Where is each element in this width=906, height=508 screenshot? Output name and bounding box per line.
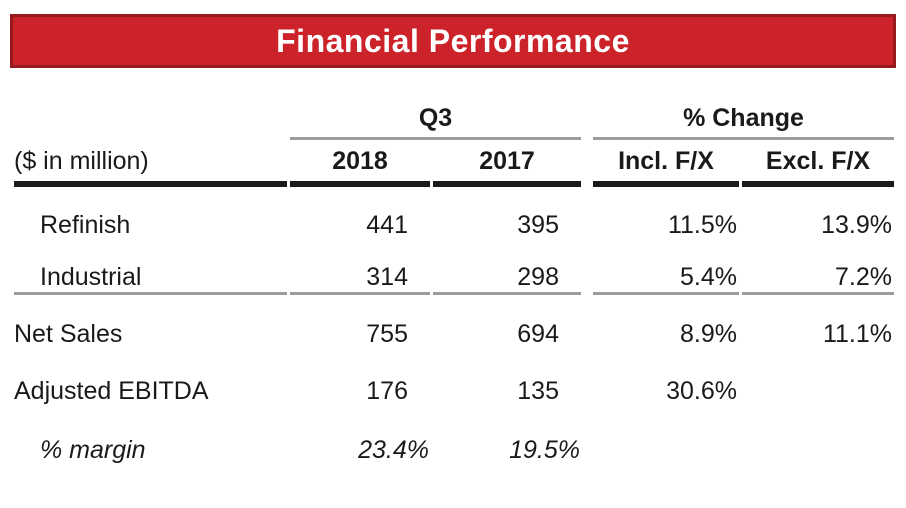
cell-value: 8.9%	[680, 320, 737, 348]
group-header-q3: Q3	[290, 104, 581, 140]
table-row-pct-margin: % margin 23.4% 19.5%	[14, 408, 894, 492]
cell-value: 7.2%	[742, 263, 894, 295]
cell-value: 5.4%	[593, 263, 739, 295]
cell-value: 441	[366, 210, 408, 239]
cell-value: 176	[366, 376, 408, 405]
cell-value: 755	[366, 320, 408, 348]
column-header-2018: 2018	[290, 147, 430, 187]
row-label: Industrial	[14, 263, 287, 295]
cell-value: 30.6%	[666, 376, 737, 405]
table-row-net-sales: Net Sales 755 694 8.9% 11.1%	[14, 295, 894, 374]
row-label: % margin	[40, 435, 146, 464]
group-gap	[584, 263, 590, 295]
group-header-row: Q3 % Change	[14, 100, 894, 140]
column-header-incl-fx: Incl. F/X	[593, 147, 739, 187]
cell-value: 694	[517, 320, 559, 348]
table-row-adjusted-ebitda: Adjusted EBITDA 176 135 30.6%	[14, 374, 894, 408]
cell-value: 19.5%	[509, 435, 580, 464]
page-title: Financial Performance	[276, 22, 630, 59]
row-label: Refinish	[40, 210, 131, 239]
cell-value: 13.9%	[821, 210, 892, 239]
cell-value: 11.1%	[822, 320, 892, 348]
cell-value: 314	[290, 263, 430, 295]
cell-value: 23.4%	[358, 435, 429, 464]
title-banner: Financial Performance	[10, 14, 896, 68]
column-header-excl-fx: Excl. F/X	[742, 147, 894, 187]
cell-value: 298	[433, 263, 581, 295]
cell-value: 11.5%	[667, 210, 737, 239]
row-label: Adjusted EBITDA	[14, 376, 209, 405]
financial-table: Q3 % Change ($ in million) 2018 2017 Inc…	[14, 100, 894, 492]
group-header-pct-change: % Change	[593, 104, 894, 140]
cell-value: 135	[517, 376, 559, 405]
cell-value: 395	[517, 210, 559, 239]
group-gap	[584, 182, 590, 187]
row-label: Net Sales	[14, 320, 123, 348]
column-header-2017: 2017	[433, 147, 581, 187]
table-row-refinish: Refinish 441 395 11.5% 13.9%	[14, 187, 894, 263]
column-header-row: ($ in million) 2018 2017 Incl. F/X Excl.…	[14, 140, 894, 187]
unit-label: ($ in million)	[14, 147, 287, 187]
table-row-industrial: Industrial 314 298 5.4% 7.2%	[14, 263, 894, 295]
